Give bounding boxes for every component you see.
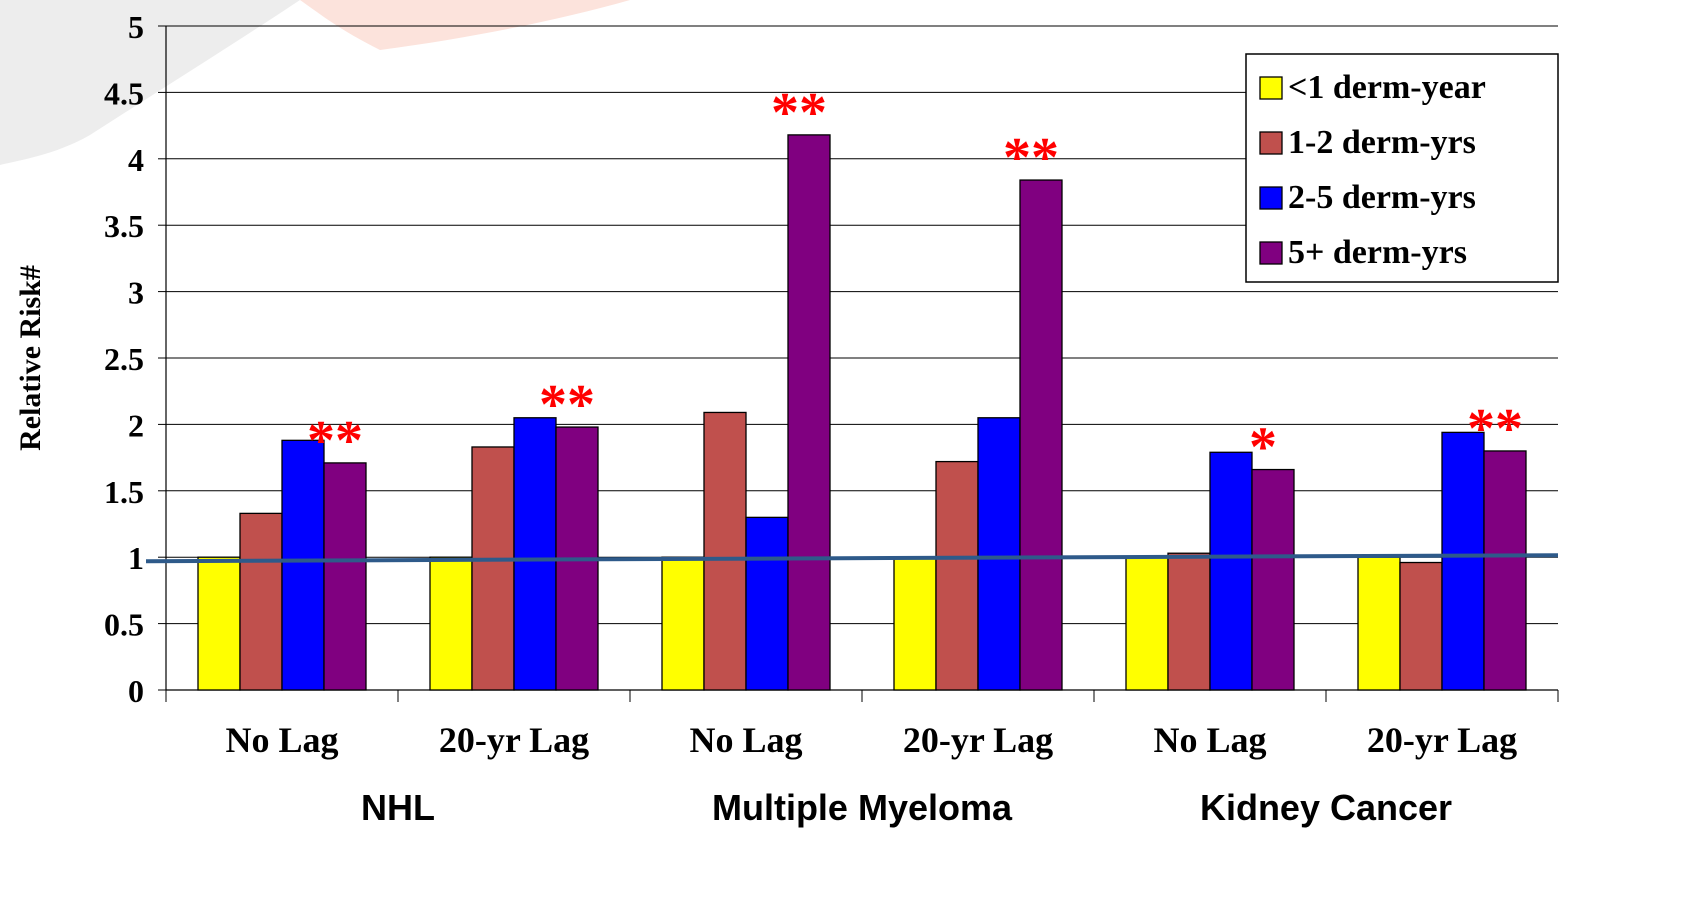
bar [429, 556, 473, 691]
bar [1483, 450, 1527, 691]
significance-marker: ** [307, 410, 363, 472]
significance-marker: * [1249, 417, 1277, 479]
bar [1399, 561, 1443, 691]
y-tick-label: 4.5 [104, 75, 144, 111]
bar [1209, 451, 1253, 691]
significance-marker: ** [539, 374, 595, 436]
y-tick-label: 0.5 [104, 607, 144, 643]
y-tick-label: 0 [128, 673, 144, 709]
legend: <1 derm-year 1-2 derm-yrs 2-5 derm-yrs 5+ d… [1245, 53, 1559, 283]
y-axis-title: Relative Risk# [14, 265, 47, 451]
legend-swatch [1259, 76, 1283, 100]
legend-label: 5+ derm-yrs [1288, 234, 1467, 271]
bar [281, 439, 325, 691]
legend-swatch [1259, 241, 1283, 265]
bar [1441, 431, 1485, 691]
bar [471, 446, 515, 691]
bar [1167, 552, 1211, 691]
x-tick-label: No Lag [689, 720, 802, 760]
group-label: Kidney Cancer [1200, 787, 1452, 828]
significance-marker: ** [1467, 398, 1523, 460]
bar [703, 411, 747, 691]
reference-line [145, 553, 1559, 564]
y-tick-label: 2 [128, 407, 144, 443]
bar [239, 512, 283, 691]
annotations: ********* ** [307, 82, 1523, 479]
y-tick-label: 1.5 [104, 474, 144, 510]
bar [787, 134, 831, 691]
bar [513, 417, 557, 691]
bar [1125, 556, 1169, 691]
significance-marker: ** [1003, 127, 1059, 189]
y-ticks: 0 0.5 1 1.5 2 2.5 3 3.5 4 4.5 5 [104, 9, 166, 709]
y-tick-label: 3.5 [104, 208, 144, 244]
significance-marker: ** [771, 82, 827, 144]
background-swoosh-peach [300, 0, 630, 50]
legend-box [1245, 53, 1559, 283]
background-swoosh-gray [0, 0, 300, 165]
y-tick-label: 1 [128, 540, 144, 576]
gridlines [166, 25, 1558, 625]
y-tick-label: 3 [128, 275, 144, 311]
legend-swatch [1259, 131, 1283, 155]
x-tick-label: 20-yr Lag [1367, 720, 1517, 760]
bar [1251, 468, 1295, 691]
bar [745, 516, 789, 691]
bar [1357, 556, 1401, 691]
x-tick-label: No Lag [225, 720, 338, 760]
bar [323, 462, 367, 691]
bar [197, 556, 241, 691]
group-label: NHL [361, 787, 435, 828]
legend-label: <1 derm-year [1288, 69, 1486, 106]
x-tick-label: 20-yr Lag [439, 720, 589, 760]
legend-label: 1-2 derm-yrs [1288, 124, 1476, 161]
legend-label: 2-5 derm-yrs [1288, 179, 1476, 216]
bar [935, 460, 979, 691]
group-label: Multiple Myeloma [712, 787, 1013, 828]
y-tick-label: 4 [128, 142, 144, 178]
background-decoration [0, 0, 630, 165]
bar [661, 556, 705, 691]
bar [893, 556, 937, 691]
y-tick-label: 5 [128, 9, 144, 45]
bar [1019, 179, 1063, 691]
x-tick-label: No Lag [1153, 720, 1266, 760]
bars [197, 134, 1527, 691]
bar [977, 417, 1021, 691]
x-tick-label: 20-yr Lag [903, 720, 1053, 760]
legend-swatch [1259, 186, 1283, 210]
y-tick-label: 2.5 [104, 341, 144, 377]
